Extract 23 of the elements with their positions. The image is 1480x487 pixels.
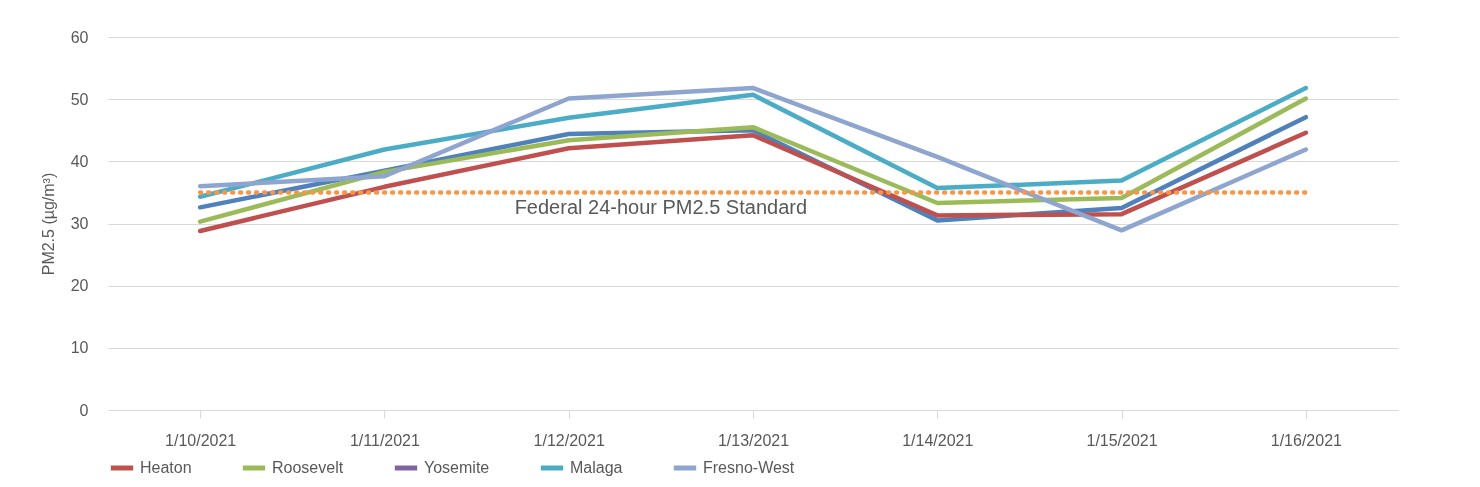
line-series xyxy=(197,85,1309,200)
y-tick-label: 20 xyxy=(70,277,89,295)
y-tick-label: 60 xyxy=(70,28,89,46)
x-tick-label: 1/10/2021 xyxy=(165,431,237,449)
legend-label: Heaton xyxy=(140,459,192,476)
x-tick-label: 1/12/2021 xyxy=(533,431,605,449)
x-tick-label: 1/16/2021 xyxy=(1270,431,1343,449)
legend-label: Yosemite xyxy=(424,459,490,476)
y-tick-label: 50 xyxy=(70,90,89,108)
y-axis-title: PM2.5 (µg/m³) xyxy=(39,172,57,276)
x-tick-label: 1/13/2021 xyxy=(717,431,790,449)
x-tick-label: 1/11/2021 xyxy=(349,431,421,449)
x-tick-label: 1/14/2021 xyxy=(902,431,974,449)
ref-line-label: Federal 24-hour PM2.5 Standard xyxy=(514,196,808,219)
legend-label: Malaga xyxy=(570,459,623,476)
line-series xyxy=(197,130,1309,234)
y-tick-label: 0 xyxy=(79,401,89,419)
y-tick-label: 30 xyxy=(70,215,89,232)
legend-label: Fresno-West xyxy=(703,459,795,476)
y-tick-label: 40 xyxy=(70,152,89,170)
x-tick-label: 1/15/2021 xyxy=(1086,431,1158,449)
legend-label: Roosevelt xyxy=(272,459,344,476)
y-tick-label: 10 xyxy=(70,339,89,357)
